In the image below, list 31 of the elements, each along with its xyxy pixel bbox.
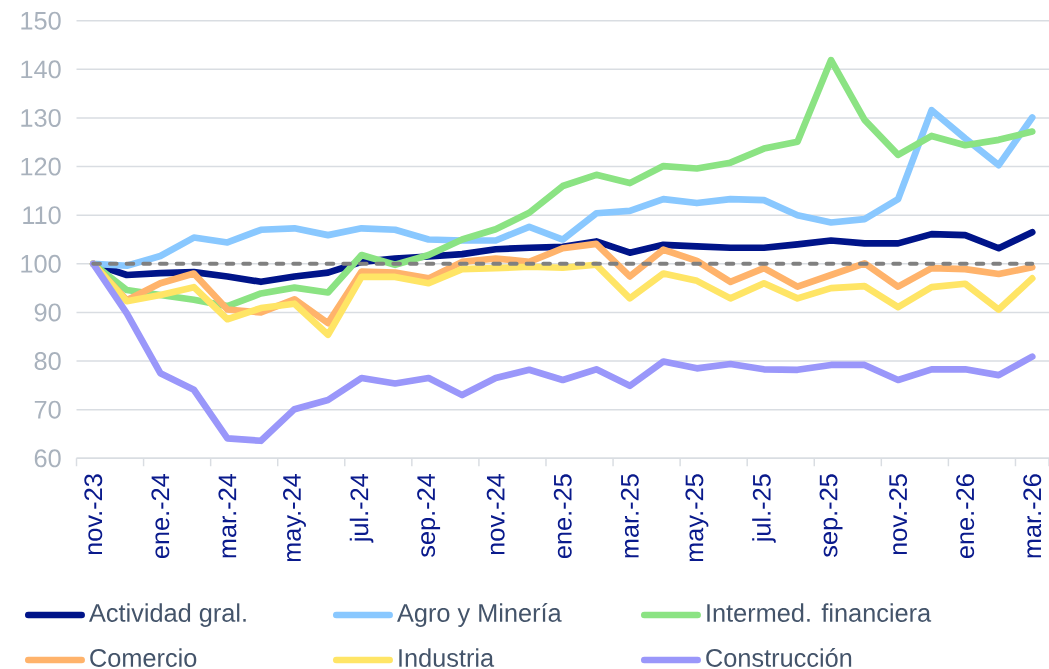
x-tick-label: ene.-24 xyxy=(151,474,170,559)
x-tick-label: nov.-24 xyxy=(486,473,505,555)
x-tick-label: mar.-26 xyxy=(1023,474,1042,558)
y-tick-label: 150 xyxy=(21,11,61,30)
x-tick-label: mar.-25 xyxy=(620,474,639,558)
x-tick-label: mar.-24 xyxy=(218,473,237,558)
y-tick-label: 100 xyxy=(21,254,61,273)
y-tick-label: 70 xyxy=(34,400,61,419)
y-tick-label: 80 xyxy=(34,352,61,371)
y-tick-label: 90 xyxy=(34,303,61,322)
legend-label: Actividad gral. xyxy=(89,603,246,627)
x-tick-label: nov.-25 xyxy=(889,474,908,555)
x-tick-label: may.-24 xyxy=(283,473,306,562)
y-tick-label: 130 xyxy=(21,108,61,127)
y-tick-label: 120 xyxy=(21,157,61,176)
x-tick-label: jul.-24 xyxy=(349,474,374,543)
x-tick-label: may.-25 xyxy=(685,474,709,562)
legend-label: Construcción xyxy=(706,648,852,667)
legend-label: Intermed. financiera xyxy=(707,603,932,622)
x-tick-label: ene.-26 xyxy=(956,474,975,559)
x-tick-label: jul.-25 xyxy=(752,474,776,543)
legend-label: Agro y Minería xyxy=(397,603,562,627)
x-tick-label: sep.-24 xyxy=(417,473,441,558)
y-tick-label: 60 xyxy=(34,449,61,468)
x-tick-label: nov.-23 xyxy=(84,474,103,555)
x-tick-label: ene.-25 xyxy=(553,474,572,559)
y-tick-label: 140 xyxy=(21,60,61,79)
x-tick-label: sep.-25 xyxy=(819,474,843,558)
legend-label: Comercio xyxy=(90,648,197,667)
legend-label: Industria xyxy=(399,648,495,667)
y-tick-label: 110 xyxy=(23,206,61,225)
